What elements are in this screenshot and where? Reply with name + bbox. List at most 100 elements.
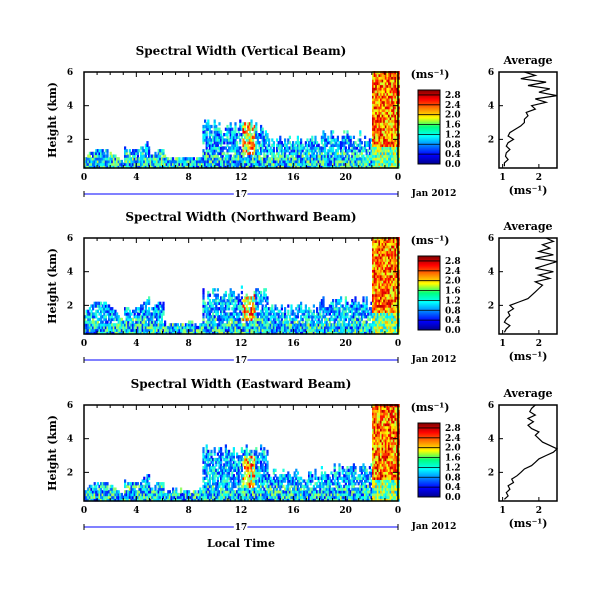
heatmap-cell [324, 146, 327, 150]
heatmap-cell [383, 103, 386, 107]
heatmap-cell [391, 239, 394, 243]
heatmap-cell [384, 87, 387, 91]
heatmap-cell [125, 162, 128, 166]
heatmap-cell [202, 328, 205, 332]
heatmap-cell [314, 162, 317, 166]
heatmap-cell [394, 149, 397, 153]
heatmap-cell [269, 325, 272, 330]
heatmap-cell [261, 328, 264, 332]
heatmap-cell [332, 309, 335, 313]
heatmap-cell [372, 95, 375, 99]
heatmap-cell [242, 328, 245, 332]
heatmap-cell [210, 143, 213, 147]
heatmap-cell [391, 157, 394, 161]
heatmap-cell [216, 165, 219, 169]
heatmap-cell [386, 141, 389, 145]
heatmap-cell [93, 482, 96, 486]
heatmap-cell [146, 141, 149, 145]
heatmap-cell [260, 157, 263, 161]
heatmap-cell [215, 331, 218, 335]
heatmap-cell [260, 127, 263, 131]
heatmap-cell [156, 159, 159, 164]
heatmap-cell [253, 304, 256, 308]
heatmap-cell [378, 157, 381, 161]
heatmap-cell [388, 293, 391, 297]
heatmap-cell [226, 304, 229, 308]
heatmap-cell [237, 165, 240, 169]
heatmap-cell [384, 312, 387, 316]
heatmap-cell [210, 309, 213, 313]
heatmap-cell [312, 143, 315, 147]
heatmap-cell [138, 328, 141, 332]
heatmap-cell [268, 162, 271, 166]
heatmap-cell [388, 328, 391, 332]
heatmap-cell [210, 162, 213, 166]
heatmap-cell [176, 331, 179, 335]
heatmap-cell [375, 138, 378, 142]
heatmap-cell [336, 151, 339, 156]
heatmap-cell [356, 320, 359, 324]
heatmap-cell [237, 130, 240, 134]
heatmap-cell [370, 312, 373, 316]
heatmap-cell [388, 100, 391, 104]
heatmap-cell [90, 490, 93, 494]
heatmap-cell [146, 492, 149, 497]
heatmap-cell [381, 95, 384, 99]
heatmap-cell [207, 138, 210, 142]
heatmap-cell [292, 146, 295, 150]
heatmap-cell [348, 165, 351, 169]
heatmap-cell [380, 138, 383, 142]
heatmap-cell [317, 143, 320, 147]
heatmap-cell [216, 307, 219, 311]
heatmap-cell [164, 323, 167, 327]
heatmap-cell [319, 159, 322, 164]
heatmap-cell [381, 135, 384, 139]
heatmap-cell [127, 154, 130, 158]
heatmap-cell [340, 157, 343, 161]
heatmap-cell [85, 328, 88, 332]
heatmap-cell [216, 135, 219, 139]
heatmap-cell [127, 165, 130, 169]
heatmap-cell [333, 320, 336, 324]
heatmap-cell [284, 307, 287, 311]
heatmap-cell [383, 119, 386, 123]
heatmap-cell [173, 325, 176, 330]
heatmap-cell [376, 106, 379, 110]
x-tick-label: 0 [395, 339, 401, 349]
heatmap-cell [146, 143, 149, 147]
heatmap-cell [98, 154, 101, 158]
heatmap-cell [189, 328, 192, 332]
heatmap-cell [221, 154, 224, 158]
heatmap-cell [236, 299, 239, 303]
heatmap-cell [144, 157, 147, 161]
heatmap-cell [244, 307, 247, 311]
heatmap-cell [332, 323, 335, 327]
heatmap-cell [312, 325, 315, 330]
heatmap-cell [216, 159, 219, 164]
heatmap-cell [287, 328, 290, 332]
heatmap-cell [93, 165, 96, 169]
heatmap-cell [186, 159, 189, 164]
heatmap-cell [151, 325, 154, 330]
heatmap-cell [208, 146, 211, 150]
heatmap-cell [360, 157, 363, 161]
heatmap-cell [388, 325, 391, 330]
heatmap-cell [372, 261, 375, 265]
heatmap-cell [394, 81, 397, 86]
heatmap-cell [162, 304, 165, 308]
heatmap-cell [376, 325, 379, 330]
heatmap-cell [128, 312, 131, 316]
heatmap-cell [368, 325, 371, 330]
heatmap-cell [224, 162, 227, 166]
heatmap-cell [330, 328, 333, 332]
heatmap-cell [386, 135, 389, 139]
heatmap-cell [253, 135, 256, 139]
heatmap-cell [295, 159, 298, 164]
chart-title: Spectral Width (Eastward Beam) [131, 377, 352, 391]
heatmap-cell [106, 162, 109, 166]
heatmap-cell [282, 165, 285, 169]
heatmap-cell [298, 143, 301, 147]
heatmap-cell [152, 325, 155, 330]
heatmap-cell [320, 151, 323, 156]
heatmap-cell [388, 84, 391, 88]
